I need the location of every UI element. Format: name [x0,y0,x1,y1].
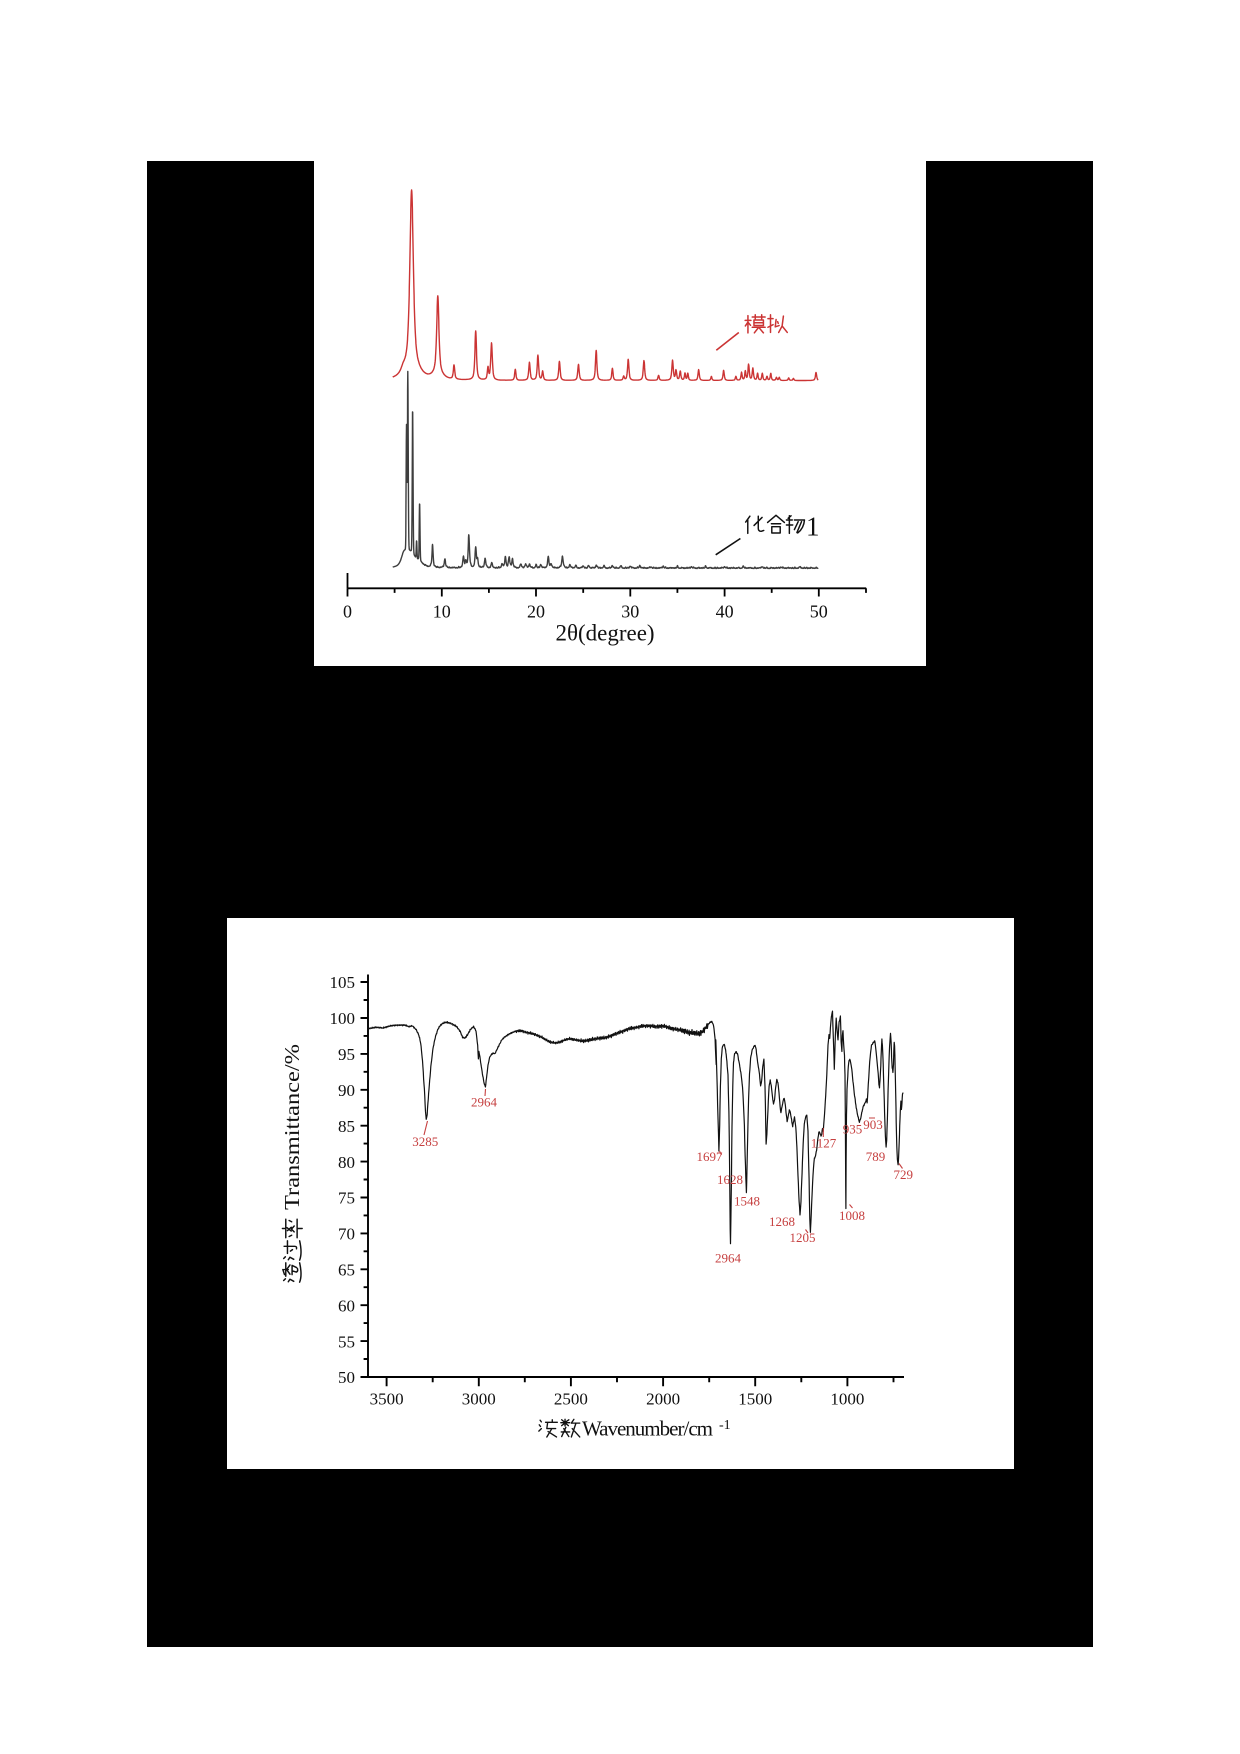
svg-text:60: 60 [338,1296,355,1315]
svg-text:903: 903 [863,1117,883,1132]
svg-text:1628: 1628 [717,1172,743,1187]
svg-text:55: 55 [338,1332,355,1351]
svg-text:729: 729 [894,1167,914,1182]
svg-text:2500: 2500 [554,1390,588,1409]
svg-text:2000: 2000 [646,1390,680,1409]
svg-text:Wavenumber/cm: Wavenumber/cm [582,1417,713,1441]
svg-text:1000: 1000 [830,1390,864,1409]
svg-text:1008: 1008 [839,1208,865,1223]
svg-text:1: 1 [806,512,820,542]
svg-text:1205: 1205 [790,1230,816,1245]
svg-text:935: 935 [843,1122,863,1137]
svg-text:2θ(degree): 2θ(degree) [555,621,654,646]
svg-text:10: 10 [433,602,451,622]
svg-text:50: 50 [810,602,828,622]
svg-text:1127: 1127 [811,1136,837,1151]
svg-text:20: 20 [527,602,545,622]
svg-text:105: 105 [330,973,356,992]
svg-text:85: 85 [338,1117,355,1136]
svg-text:Transmittance/%: Transmittance/% [280,1044,304,1210]
svg-text:65: 65 [338,1261,355,1280]
svg-text:1548: 1548 [734,1194,760,1209]
svg-text:95: 95 [338,1045,355,1064]
svg-text:100: 100 [330,1009,356,1028]
svg-text:40: 40 [716,602,734,622]
svg-text:30: 30 [621,602,639,622]
svg-text:0: 0 [343,602,352,622]
svg-text:3500: 3500 [370,1390,404,1409]
svg-text:789: 789 [866,1149,886,1164]
svg-text:1268: 1268 [769,1214,795,1229]
svg-text:2964: 2964 [471,1095,498,1110]
svg-text:1697: 1697 [697,1149,724,1164]
svg-text:3000: 3000 [462,1390,496,1409]
svg-text:-1: -1 [719,1418,731,1433]
svg-text:80: 80 [338,1153,355,1172]
svg-text:75: 75 [338,1189,355,1208]
svg-text:3285: 3285 [412,1134,438,1149]
svg-text:70: 70 [338,1225,355,1244]
svg-text:90: 90 [338,1081,355,1100]
svg-text:1500: 1500 [738,1390,772,1409]
svg-text:50: 50 [338,1368,355,1387]
svg-text:2964: 2964 [715,1251,742,1266]
